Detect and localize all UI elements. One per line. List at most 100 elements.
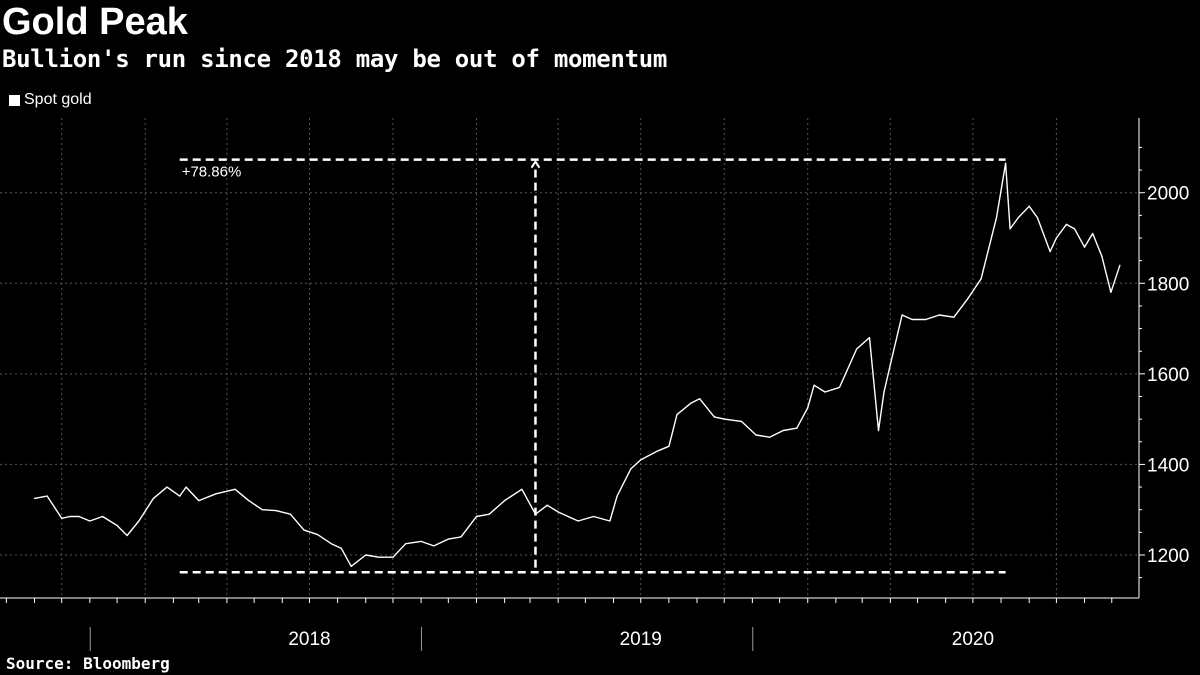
- data-point: [433, 545, 435, 547]
- data-point: [185, 486, 187, 488]
- data-point: [488, 513, 490, 515]
- data-point: [877, 429, 880, 432]
- data-point: [46, 495, 48, 497]
- x-year-label: 2019: [620, 629, 662, 650]
- data-point: [198, 500, 200, 502]
- data-point: [796, 427, 798, 429]
- data-point: [521, 488, 523, 490]
- data-point: [966, 298, 969, 300]
- chart-subtitle: Bullion's run since 2018 may be out of m…: [2, 45, 668, 73]
- data-point: [504, 500, 506, 502]
- data-point: [89, 520, 91, 522]
- data-point: [813, 384, 815, 386]
- legend-swatch: [9, 94, 20, 106]
- data-point: [868, 337, 871, 339]
- annotation-arrow: [530, 159, 541, 169]
- legend: Spot gold: [9, 91, 92, 109]
- data-point: [392, 556, 394, 558]
- data-point: [330, 543, 332, 545]
- data-point: [1065, 223, 1067, 225]
- data-point: [166, 486, 168, 488]
- data-point: [807, 407, 809, 409]
- data-point: [534, 513, 537, 515]
- data-point: [630, 468, 632, 470]
- data-point: [1009, 228, 1011, 230]
- data-point: [1092, 232, 1094, 235]
- data-point: [995, 217, 998, 219]
- x-year-label: 2020: [952, 629, 994, 650]
- data-point: [447, 538, 449, 540]
- data-point: [593, 515, 595, 518]
- data-point: [546, 504, 548, 506]
- annotation-label: +78.86%: [182, 164, 242, 181]
- data-point: [1028, 205, 1030, 207]
- data-point: [350, 565, 352, 567]
- data-point: [33, 497, 36, 499]
- data-point: [577, 520, 579, 522]
- data-point: [657, 450, 659, 452]
- data-point: [234, 488, 236, 490]
- data-point: [953, 316, 955, 318]
- data-point: [261, 509, 263, 511]
- data-point: [152, 497, 154, 499]
- data-point: [676, 414, 678, 416]
- data-point: [938, 314, 940, 316]
- data-point: [1074, 228, 1076, 230]
- data-point: [61, 517, 63, 519]
- data-point: [78, 515, 80, 518]
- data-point: [116, 524, 118, 527]
- axis-layer: 1200 1400 1600 1800 2000 2018 2019 2020: [0, 118, 1189, 651]
- data-point: [769, 436, 771, 438]
- data-point: [1055, 237, 1057, 239]
- data-point: [609, 520, 611, 522]
- data-point: [856, 348, 858, 350]
- data-point: [740, 420, 743, 422]
- data-point: [317, 534, 319, 536]
- data-point: [1083, 246, 1086, 248]
- data-point: [138, 520, 140, 522]
- data-point: [883, 391, 885, 393]
- data-point: [980, 278, 982, 280]
- data-point: [405, 543, 407, 545]
- legend-label: Spot gold: [24, 91, 92, 108]
- data-point: [179, 495, 181, 497]
- data-point: [1101, 255, 1103, 257]
- data-point: [69, 515, 71, 518]
- data-point: [1036, 217, 1038, 219]
- data-point: [824, 391, 826, 393]
- data-point: [690, 402, 692, 404]
- data-point: [557, 511, 559, 513]
- data-point: [1017, 217, 1019, 219]
- data-point: [755, 434, 757, 436]
- data-point: [102, 515, 104, 518]
- data-point: [303, 529, 305, 531]
- data-point: [460, 536, 462, 538]
- data-point: [1119, 264, 1121, 266]
- data-point: [911, 318, 913, 321]
- y-tick-label: 1600: [1147, 365, 1189, 386]
- data-point: [1110, 291, 1112, 293]
- y-tick-label: 1400: [1147, 455, 1189, 476]
- data-point: [420, 540, 422, 543]
- series-layer: [33, 162, 1121, 567]
- data-point: [365, 554, 367, 556]
- data-point: [1049, 251, 1051, 253]
- data-point: [889, 364, 891, 366]
- data-point: [616, 495, 618, 497]
- data-point: [699, 398, 701, 400]
- data-point: [377, 556, 380, 558]
- chart-title: Gold Peak: [2, 1, 188, 43]
- data-point: [668, 445, 670, 447]
- y-tick-label: 1800: [1147, 274, 1189, 295]
- data-point: [275, 510, 277, 512]
- series-line-spot-gold: [34, 162, 1121, 567]
- data-point: [215, 493, 217, 495]
- data-point: [713, 416, 715, 418]
- source-note: Source: Bloomberg: [6, 654, 170, 673]
- y-tick-label: 2000: [1147, 184, 1189, 205]
- data-point: [126, 534, 128, 537]
- data-point: [289, 513, 291, 515]
- y-tick-label: 1200: [1147, 546, 1189, 567]
- grid-layer: [0, 118, 1139, 598]
